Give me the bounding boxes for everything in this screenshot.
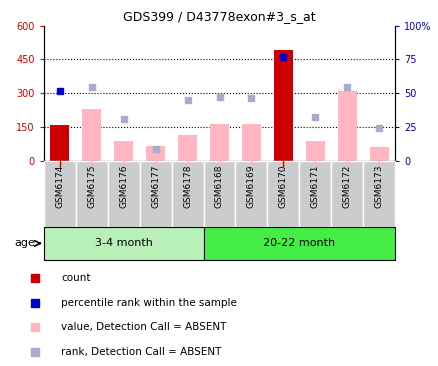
Bar [305,141,324,161]
Bar [44,227,203,260]
Text: count: count [61,273,91,283]
Text: GSM6176: GSM6176 [119,164,128,208]
Text: GSM6170: GSM6170 [278,164,287,208]
Bar [76,161,107,227]
Bar [267,161,299,227]
Text: GSM6178: GSM6178 [183,164,192,208]
Bar [299,161,331,227]
Text: percentile rank within the sample: percentile rank within the sample [61,298,237,308]
Bar [369,147,388,161]
Text: value, Detection Call = ABSENT: value, Detection Call = ABSENT [61,322,226,332]
Bar [114,141,133,161]
Bar [362,161,394,227]
Bar [177,135,197,161]
Title: GDS399 / D43778exon#3_s_at: GDS399 / D43778exon#3_s_at [123,10,315,23]
Bar [273,51,292,161]
Bar [241,124,261,161]
Bar [50,125,69,161]
Bar [44,161,76,227]
Text: GSM6169: GSM6169 [246,164,255,208]
Text: 3-4 month: 3-4 month [95,238,152,249]
Bar [203,227,394,260]
Text: GSM6175: GSM6175 [87,164,96,208]
Text: GSM6177: GSM6177 [151,164,160,208]
Text: GSM6173: GSM6173 [374,164,383,208]
Text: 20-22 month: 20-22 month [263,238,335,249]
Bar [209,124,229,161]
Bar [203,161,235,227]
Text: GSM6174: GSM6174 [55,164,64,208]
Text: rank, Detection Call = ABSENT: rank, Detection Call = ABSENT [61,347,221,357]
Text: GSM6171: GSM6171 [310,164,319,208]
Bar [139,161,171,227]
Bar [337,91,356,161]
Bar [331,161,362,227]
Bar [171,161,203,227]
Bar [107,161,139,227]
Text: GSM6172: GSM6172 [342,164,351,208]
Bar [146,146,165,161]
Text: GSM6168: GSM6168 [215,164,223,208]
Bar [82,109,101,161]
Bar [235,161,267,227]
Text: age: age [14,238,35,249]
